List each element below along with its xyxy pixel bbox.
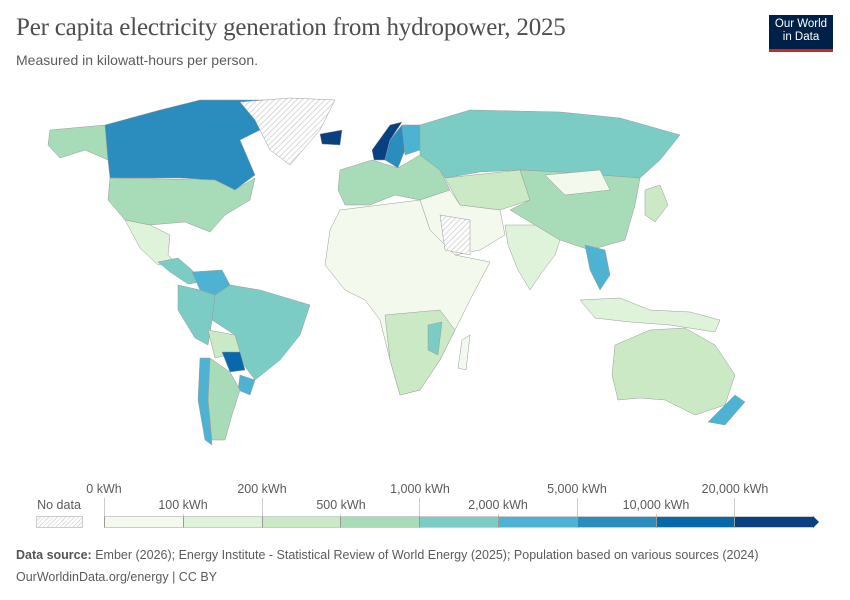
- region-southeast-asia[interactable]: [584, 244, 611, 291]
- data-source-label: Data source:: [16, 548, 92, 562]
- legend-no-data-label: No data: [37, 498, 81, 512]
- legend-label-200: 200 kWh: [237, 482, 287, 496]
- region-australia[interactable]: [611, 327, 736, 416]
- color-legend: No data 0 kWh 200 kWh 1,000 kWh 5,000 kW…: [0, 480, 850, 540]
- region-chile[interactable]: [197, 357, 213, 446]
- legend-tick: [182, 514, 184, 516]
- legend-label-500: 500 kWh: [316, 498, 366, 512]
- legend-bin[interactable]: [419, 516, 498, 528]
- legend-label-1000: 1,000 kWh: [390, 482, 450, 496]
- legend-tick: [655, 514, 657, 516]
- legend-tick: [261, 498, 263, 516]
- legend-label-20000: 20,000 kWh: [701, 482, 769, 496]
- legend-label-100: 100 kWh: [158, 498, 208, 512]
- legend-bin[interactable]: [498, 516, 577, 528]
- region-mexico[interactable]: [124, 219, 176, 266]
- region-usa[interactable]: [107, 177, 256, 233]
- data-source-text: Ember (2026); Energy Institute - Statist…: [91, 548, 759, 562]
- legend-bin[interactable]: [104, 516, 183, 528]
- legend-tick: [419, 498, 421, 516]
- legend-label-2000: 2,000 kWh: [468, 498, 528, 512]
- world-map: [47, 97, 746, 446]
- legend-bin[interactable]: [340, 516, 420, 528]
- legend-tick: [576, 498, 578, 516]
- region-central-america[interactable]: [157, 257, 201, 285]
- legend-bin[interactable]: [182, 516, 262, 528]
- region-india[interactable]: [504, 224, 561, 291]
- legend-tick: [498, 514, 499, 516]
- legend-label-0: 0 kWh: [86, 482, 122, 496]
- region-mongolia[interactable]: [544, 169, 611, 196]
- url-license[interactable]: OurWorldinData.org/energy | CC BY: [16, 570, 218, 584]
- legend-no-data-swatch: [36, 516, 83, 528]
- region-finland[interactable]: [401, 124, 421, 156]
- region-greenland[interactable]: [239, 97, 336, 166]
- legend-label-10000: 10,000 kWh: [622, 498, 690, 512]
- region-japan[interactable]: [644, 184, 669, 223]
- legend-bin[interactable]: [734, 516, 814, 528]
- legend-label-5000: 5,000 kWh: [547, 482, 607, 496]
- region-uruguay[interactable]: [237, 374, 256, 396]
- legend-arrow: [813, 516, 820, 528]
- region-russia[interactable]: [419, 109, 681, 179]
- legend-tick: [340, 514, 342, 516]
- owid-logo[interactable]: Our World in Data: [769, 15, 833, 52]
- region-madagascar[interactable]: [457, 334, 471, 371]
- chart-subtitle: Measured in kilowatt-hours per person.: [16, 52, 259, 68]
- region-new-zealand[interactable]: [707, 394, 746, 426]
- region-iceland[interactable]: [319, 129, 343, 146]
- region-paraguay[interactable]: [221, 351, 246, 373]
- legend-bin[interactable]: [576, 516, 656, 528]
- chart-title: Per capita electricity generation from h…: [16, 14, 566, 41]
- data-source: Data source: Ember (2026); Energy Instit…: [16, 548, 759, 562]
- region-southern-africa[interactable]: [384, 309, 456, 396]
- legend-bin[interactable]: [261, 516, 341, 528]
- region-sudan[interactable]: [439, 214, 471, 256]
- legend-bin[interactable]: [655, 516, 735, 528]
- legend-tick: [104, 498, 105, 516]
- region-brazil[interactable]: [211, 284, 311, 381]
- region-central-asia[interactable]: [444, 169, 531, 211]
- region-indonesia[interactable]: [579, 297, 721, 333]
- region-alaska[interactable]: [47, 124, 109, 161]
- logo-text: Our World in Data: [774, 18, 828, 43]
- region-mozambique[interactable]: [427, 321, 443, 356]
- legend-tick: [734, 498, 736, 516]
